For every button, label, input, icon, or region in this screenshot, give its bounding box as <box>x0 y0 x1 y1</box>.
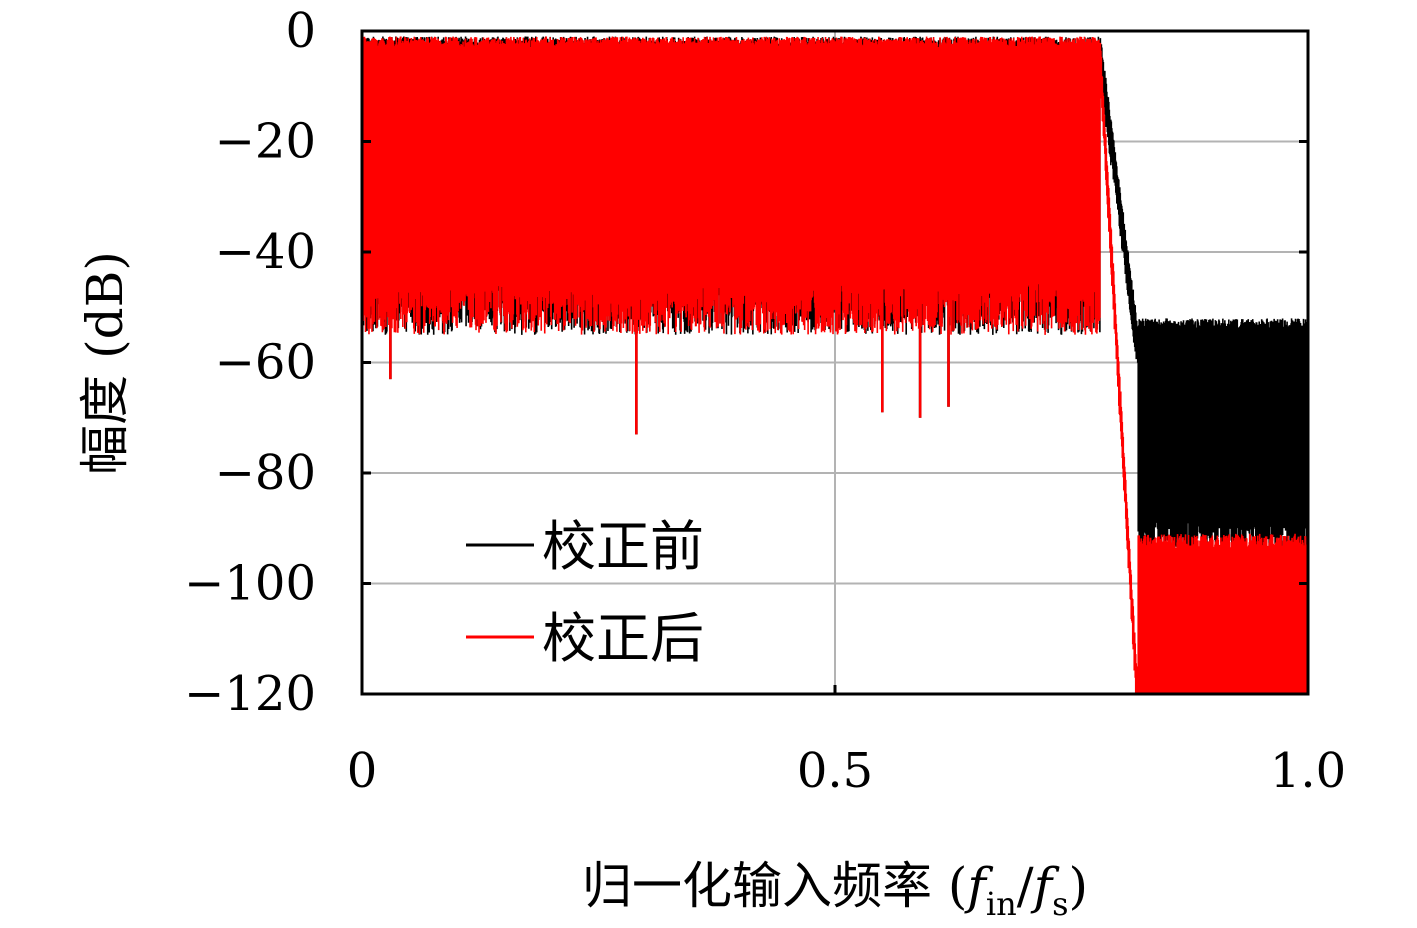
y-tick-label-0: 0 <box>285 3 316 59</box>
x-tick-label-0: 0 <box>347 743 378 799</box>
x-axis-title-prefix: 归一化输入频率 ( <box>582 857 967 915</box>
x-axis-title-slash: / <box>1017 857 1034 915</box>
y-tick-label-3: −60 <box>215 335 316 391</box>
x-tick-label-1: 0.5 <box>797 743 873 799</box>
x-axis-title-sub1: in <box>986 885 1017 923</box>
y-axis-title: 幅度 (dB) <box>76 251 134 475</box>
x-axis-title-sub2: s <box>1052 885 1068 923</box>
legend-label-0: 校正前 <box>542 515 704 578</box>
x-axis-title-suffix: ) <box>1069 857 1089 915</box>
y-tick-label-6: −120 <box>184 666 316 722</box>
x-tick-label-2: 1.0 <box>1270 743 1346 799</box>
y-tick-label-4: −80 <box>215 445 316 501</box>
y-tick-label-1: −20 <box>215 114 316 170</box>
y-tick-label-5: −100 <box>184 556 316 612</box>
y-tick-label-2: −40 <box>215 224 316 280</box>
x-tick-labels: 0 0.5 1.0 <box>347 743 1346 799</box>
legend-label-1: 校正后 <box>542 607 704 670</box>
x-axis-title: 归一化输入频率 (fin/fs) <box>582 857 1088 923</box>
y-tick-labels: 0 −20 −40 −60 −80 −100 −120 <box>184 3 316 722</box>
axis-ticks <box>360 29 1310 696</box>
